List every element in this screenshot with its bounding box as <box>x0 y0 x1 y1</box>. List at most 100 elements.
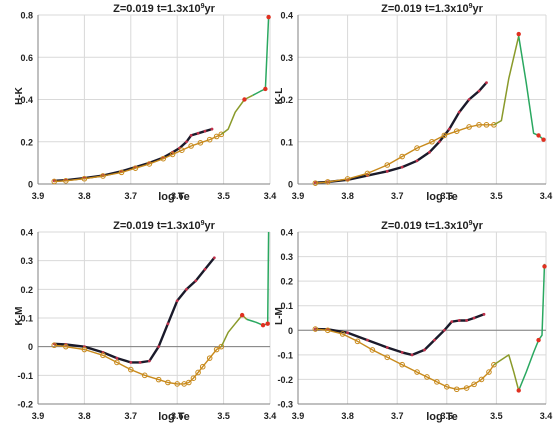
series-line-orange <box>54 133 222 183</box>
data-point <box>206 355 213 361</box>
y-tick-label: 0.3 <box>20 256 33 266</box>
data-point <box>263 86 268 92</box>
y-tick-label: 0.1 <box>280 301 293 311</box>
data-point <box>166 322 170 326</box>
chart-panel-4: -0.3 -0.2 -0.1 0 0.1 0.2 0.3 0.4 3.9 3.8 3.7 3.6 3.5… <box>274 220 552 423</box>
data-point <box>486 369 492 375</box>
data-point <box>213 133 220 140</box>
chart-title: Z=0.019 t=1.3x109yr <box>113 220 215 232</box>
series-line-green <box>252 17 270 96</box>
data-point <box>444 384 450 390</box>
data-point <box>174 381 180 387</box>
y-tick-label: -0.2 <box>277 375 293 385</box>
data-point <box>218 343 225 350</box>
data-point <box>63 178 69 184</box>
x-axis-label: log Te <box>158 191 190 203</box>
y-tick-label: 0.4 <box>20 228 33 238</box>
y-axis-label: H-K <box>14 86 25 105</box>
data-point <box>369 347 376 353</box>
data-point <box>129 361 133 364</box>
chart-panel-2: 0 0.1 0.2 0.3 0.4 3.9 3.8 3.7 3.6 3.5 3.4 log Te K-L… <box>274 3 552 203</box>
y-tick-label: 0.3 <box>280 252 293 262</box>
data-point <box>197 140 204 146</box>
data-point <box>541 137 546 142</box>
data-point <box>491 361 497 368</box>
data-point <box>312 180 319 186</box>
x-tick-label: 3.7 <box>391 191 404 201</box>
data-point <box>453 386 460 393</box>
data-point <box>190 375 197 382</box>
data-point <box>212 256 216 260</box>
x-tick-label: 3.5 <box>217 191 230 201</box>
data-point <box>115 356 119 360</box>
x-tick-label: 3.8 <box>341 191 354 201</box>
data-point <box>210 127 214 131</box>
y-tick-label: -0.2 <box>17 400 33 410</box>
data-point <box>471 381 477 388</box>
y-tick-label: 0.8 <box>20 11 33 21</box>
series-line-orange <box>54 344 222 385</box>
data-point <box>266 14 271 20</box>
x-axis-label: log Te <box>426 411 458 423</box>
y-tick-label: -0.1 <box>17 371 33 381</box>
data-point <box>165 379 171 386</box>
data-point <box>242 97 247 102</box>
chart-title: Z=0.019 t=1.3x109yr <box>381 3 483 15</box>
data-point <box>196 131 200 135</box>
x-tick-label: 3.5 <box>490 191 503 201</box>
data-point <box>424 374 430 380</box>
y-tick-label: 0 <box>28 180 33 190</box>
x-tick-label: 3.6 <box>171 191 184 201</box>
data-point <box>491 122 497 128</box>
x-tick-label: 3.8 <box>78 191 91 201</box>
data-point <box>483 122 490 128</box>
data-point <box>450 320 454 324</box>
data-point <box>384 354 391 361</box>
y-axis-label: K-L <box>274 88 285 105</box>
chart-panel-3: -0.2 -0.1 0 0.1 0.2 0.3 0.4 3.9 3.8 3.7 3.6 3.5 3.4 l… <box>14 220 276 423</box>
x-tick-label: 3.4 <box>540 411 553 421</box>
data-point <box>146 161 153 167</box>
x-tick-label: 3.6 <box>441 411 454 421</box>
data-point <box>312 326 319 332</box>
data-point <box>118 169 125 176</box>
series-line-olive <box>220 94 254 135</box>
x-tick-label: 3.9 <box>32 411 45 421</box>
data-point <box>324 327 331 334</box>
y-tick-label: 0.2 <box>20 137 33 147</box>
data-point <box>51 178 58 185</box>
series-line-olive <box>220 314 248 348</box>
data-point <box>265 321 270 326</box>
data-point <box>485 81 488 84</box>
data-point <box>399 361 405 368</box>
data-point <box>179 147 185 153</box>
x-tick-label: 3.5 <box>490 411 503 421</box>
data-point <box>467 98 471 101</box>
data-point <box>203 267 207 271</box>
data-point <box>542 264 547 269</box>
y-tick-label: 0.4 <box>20 95 33 105</box>
y-tick-label: -0.1 <box>277 350 293 360</box>
series-line-olive <box>493 35 520 126</box>
x-tick-label: 3.4 <box>264 191 277 201</box>
data-point <box>199 363 206 370</box>
y-tick-label: -0.3 <box>277 400 293 410</box>
data-point <box>366 338 369 342</box>
data-point <box>175 299 179 303</box>
data-point <box>218 131 225 138</box>
data-point <box>428 150 431 154</box>
y-tick-label: 0.1 <box>280 137 293 147</box>
y-axis-label: K-M <box>14 307 25 326</box>
data-point <box>194 279 198 283</box>
data-point <box>141 372 148 379</box>
data-point <box>51 342 58 349</box>
x-tick-label: 3.6 <box>441 191 454 201</box>
data-point <box>324 179 331 185</box>
data-point <box>147 359 151 363</box>
chart-panel-1: 0 0.2 0.4 0.6 0.8 3.9 3.8 3.7 3.6 3.5 3.4 log Te H-K… <box>14 3 276 203</box>
data-point <box>400 351 404 354</box>
series-line-green <box>518 263 546 391</box>
data-point <box>185 140 188 144</box>
